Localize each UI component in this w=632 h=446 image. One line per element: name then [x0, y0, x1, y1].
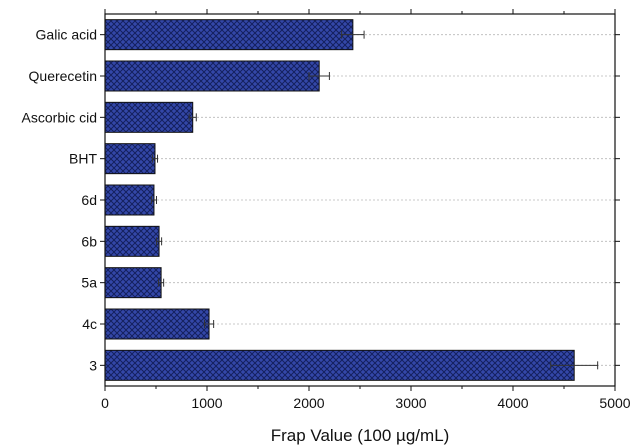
bar-6b — [104, 225, 160, 257]
bar-ascorbic-cid — [104, 101, 194, 133]
error-bar — [151, 154, 159, 163]
y-tick-label: 6d — [81, 192, 97, 208]
x-tick-label: 3000 — [395, 395, 426, 411]
error-bar — [550, 361, 599, 370]
error-bar — [308, 72, 330, 80]
x-tick-label: 0 — [101, 395, 109, 411]
bar-5a — [104, 267, 162, 299]
bar-querecetin — [104, 60, 320, 92]
error-bar — [156, 237, 163, 246]
y-tick-label: Galic acid — [36, 27, 97, 43]
axes: Galic acid Querecetin Ascorbic cid BHT 6d 6b 5… — [22, 9, 631, 411]
bar-3 — [104, 349, 575, 381]
y-tick-label: 4c — [82, 316, 97, 332]
x-tick-label: 5000 — [599, 395, 630, 411]
bar-6d — [104, 184, 155, 216]
y-tick-label: Querecetin — [29, 68, 97, 84]
y-tick-label: 3 — [89, 357, 97, 373]
y-tick-label: BHT — [69, 151, 97, 167]
bar-4c — [104, 308, 210, 340]
x-tick-label: 2000 — [293, 395, 324, 411]
error-bar — [150, 196, 158, 204]
x-tick-label: 1000 — [191, 395, 222, 411]
error-bar — [188, 113, 197, 122]
y-tick-label: Ascorbic cid — [22, 109, 97, 125]
error-bar — [158, 278, 165, 287]
y-tick-label: 6b — [81, 233, 97, 249]
x-tick-label: 4000 — [497, 395, 528, 411]
bar-bht — [104, 143, 156, 175]
y-tick-label: 5a — [81, 275, 97, 291]
x-axis-title: Frap Value (100 µg/mL) — [271, 426, 450, 445]
error-bar — [341, 30, 365, 39]
bar-galic-acid — [104, 19, 354, 51]
error-bar — [203, 320, 215, 328]
bars — [104, 19, 599, 381]
